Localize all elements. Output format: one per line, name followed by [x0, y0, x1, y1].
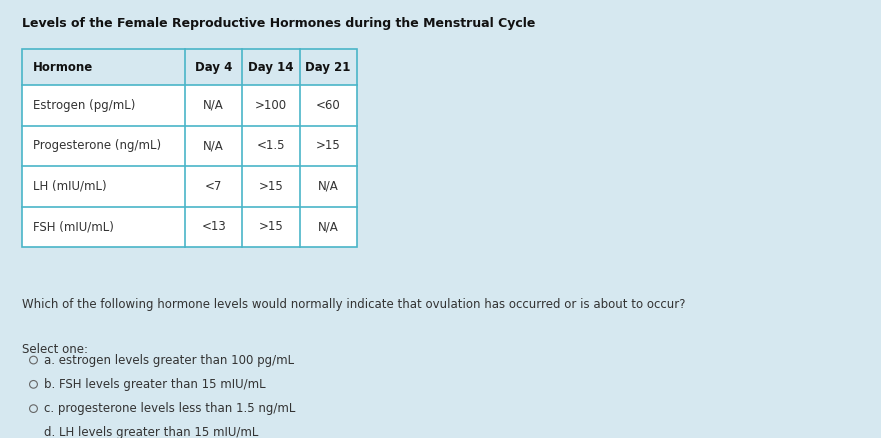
Ellipse shape	[30, 405, 37, 413]
Bar	[22, 49, 357, 247]
Text: Progesterone (ng/mL): Progesterone (ng/mL)	[33, 139, 160, 152]
Text: N/A: N/A	[204, 139, 224, 152]
Text: d. LH levels greater than 15 mIU/mL: d. LH levels greater than 15 mIU/mL	[44, 427, 259, 438]
Text: FSH (mIU/mL): FSH (mIU/mL)	[33, 220, 114, 233]
Bar	[22, 49, 357, 85]
Text: N/A: N/A	[318, 180, 338, 193]
Text: >15: >15	[258, 220, 284, 233]
Text: Day 4: Day 4	[195, 60, 233, 74]
Ellipse shape	[30, 429, 37, 437]
Bar	[22, 207, 357, 247]
Text: c. progesterone levels less than 1.5 ng/mL: c. progesterone levels less than 1.5 ng/…	[44, 402, 296, 415]
Bar	[22, 126, 357, 166]
Text: >100: >100	[255, 99, 287, 112]
Text: Levels of the Female Reproductive Hormones during the Menstrual Cycle: Levels of the Female Reproductive Hormon…	[22, 17, 536, 30]
Text: Which of the following hormone levels would normally indicate that ovulation has: Which of the following hormone levels wo…	[22, 298, 685, 311]
Text: Day 14: Day 14	[248, 60, 293, 74]
Text: N/A: N/A	[318, 220, 338, 233]
Bar	[22, 166, 357, 207]
Text: >15: >15	[315, 139, 341, 152]
Bar	[22, 85, 357, 126]
Text: Select one:: Select one:	[22, 343, 88, 356]
Ellipse shape	[30, 356, 37, 364]
Text: b. FSH levels greater than 15 mIU/mL: b. FSH levels greater than 15 mIU/mL	[44, 378, 266, 391]
Text: LH (mIU/mL): LH (mIU/mL)	[33, 180, 107, 193]
Text: <13: <13	[201, 220, 226, 233]
Text: N/A: N/A	[204, 99, 224, 112]
Ellipse shape	[30, 381, 37, 388]
Text: Day 21: Day 21	[306, 60, 351, 74]
Text: <1.5: <1.5	[256, 139, 285, 152]
Text: Estrogen (pg/mL): Estrogen (pg/mL)	[33, 99, 135, 112]
Text: <60: <60	[315, 99, 341, 112]
Text: <7: <7	[205, 180, 222, 193]
Text: >15: >15	[258, 180, 284, 193]
Text: a. estrogen levels greater than 100 pg/mL: a. estrogen levels greater than 100 pg/m…	[44, 353, 294, 367]
Text: Hormone: Hormone	[33, 60, 93, 74]
